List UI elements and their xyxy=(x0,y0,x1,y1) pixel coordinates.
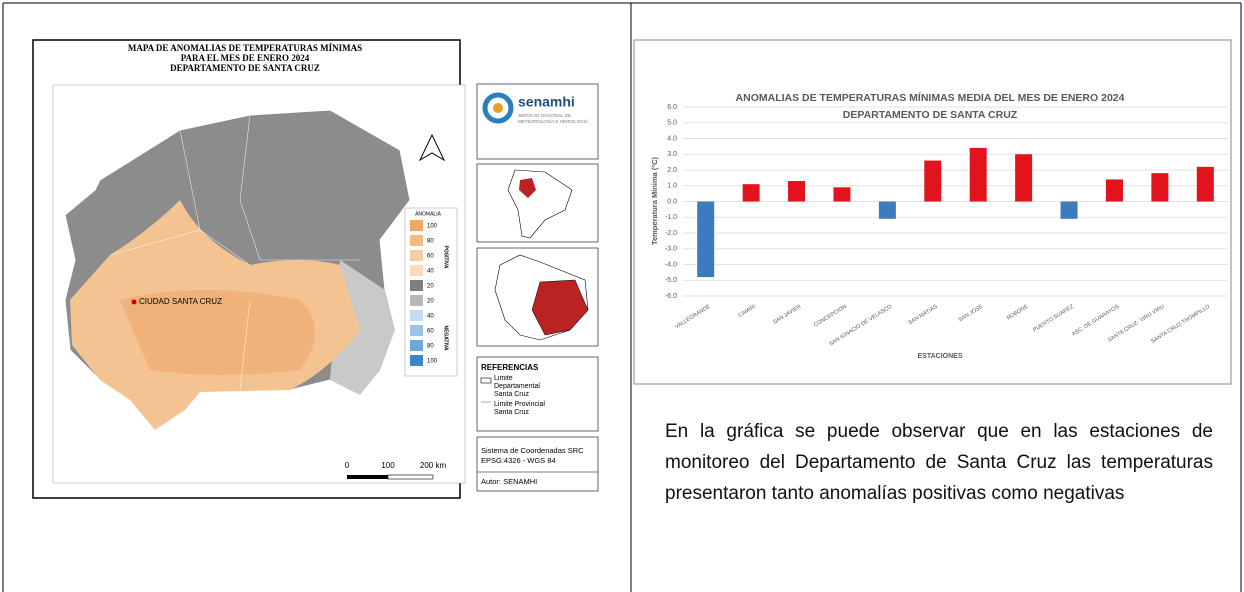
legend-swatch xyxy=(410,295,423,306)
legend-label: 60 xyxy=(427,329,434,335)
legend-swatch xyxy=(410,235,423,246)
reference-item: Limite Departamental Santa Cruz xyxy=(494,375,540,398)
map-title: PARA EL MES DE ENERO 2024 xyxy=(181,53,310,63)
province-lines xyxy=(109,114,360,391)
legend-swatch xyxy=(410,325,423,336)
bar xyxy=(924,160,942,202)
y-tick-label: -3.0 xyxy=(665,246,677,253)
logo-subtitle: METEOROLOGÍA E HIDROLOGÍA xyxy=(518,118,588,124)
city-label: CIUDAD SANTA CRUZ xyxy=(139,297,222,306)
legend-positive: POSITIVA xyxy=(443,246,449,269)
legend-label: 80 xyxy=(427,344,434,350)
legend-swatch xyxy=(410,265,423,276)
chart-subtitle: DEPARTAMENTO DE SANTA CRUZ xyxy=(843,109,1018,121)
y-tick-label: -1.0 xyxy=(665,214,677,221)
legend-label: 100 xyxy=(427,359,438,365)
y-tick-label: -6.0 xyxy=(665,293,677,300)
legend-label: 80 xyxy=(427,239,434,245)
logo-subtitle: SERVICIO NACIONAL DE xyxy=(518,113,571,118)
legend-swatch xyxy=(410,340,423,351)
legend-label: 60 xyxy=(427,254,434,260)
scale-label: 200 km xyxy=(420,461,447,470)
y-tick-label: -5.0 xyxy=(665,277,677,284)
y-tick-label: 5.0 xyxy=(667,120,677,127)
legend-title: ANOMALIA xyxy=(415,211,442,217)
references-panel xyxy=(476,356,599,432)
y-tick-label: -2.0 xyxy=(665,230,677,237)
legend-negative: NEGATIVA xyxy=(443,325,449,350)
bar xyxy=(697,201,715,278)
crs-text: Sistema de Coordenadas SRC xyxy=(481,446,584,455)
legend-label: 100 xyxy=(427,224,438,230)
logo-icon xyxy=(493,103,503,113)
author: Autor: SENAMHI xyxy=(481,477,537,486)
positive-core xyxy=(120,290,315,375)
bar xyxy=(1015,154,1033,202)
y-tick-label: 0.0 xyxy=(667,198,677,205)
reference-symbol xyxy=(480,377,492,384)
legend-label: 20 xyxy=(427,284,434,290)
crs-panel xyxy=(476,436,599,492)
legend-swatch xyxy=(410,310,423,321)
references-title: REFERENCIAS xyxy=(481,363,539,372)
x-axis-label: ESTACIONES xyxy=(918,353,963,360)
bar xyxy=(1196,166,1214,202)
bar xyxy=(878,201,896,219)
bar xyxy=(1105,179,1123,202)
scale-label: 0 xyxy=(345,461,350,470)
bar xyxy=(833,187,851,202)
references-text: Limite Departamental Santa Cruz Limite P… xyxy=(494,375,545,416)
scale-bar xyxy=(387,474,434,480)
reference-item: Limite Provincial Santa Cruz xyxy=(494,401,545,416)
y-axis-label: Temperatura Mínima (ºC) xyxy=(650,156,659,245)
legend-label: 40 xyxy=(427,269,434,275)
crs-text: EPSG:4326 - WGS 84 xyxy=(481,456,556,465)
bar xyxy=(742,184,760,202)
map-title: DEPARTAMENTO DE SANTA CRUZ xyxy=(170,63,320,73)
highlight-region xyxy=(519,178,536,198)
legend-swatch xyxy=(410,220,423,231)
legend-swatch xyxy=(410,280,423,291)
north-arrow xyxy=(418,133,446,162)
scale-bar xyxy=(347,475,388,479)
legend-label: 20 xyxy=(427,299,434,305)
bar xyxy=(1060,201,1078,219)
bar xyxy=(969,147,987,202)
y-tick-label: 2.0 xyxy=(667,167,677,174)
highlight-region xyxy=(531,279,589,336)
paragraph: En la gráfica se puede observar que en l… xyxy=(665,421,1213,504)
legend-label: 40 xyxy=(427,314,434,320)
logo-icon xyxy=(482,92,514,124)
map-title: MAPA DE ANOMALIAS DE TEMPERATURAS MÍNIMA… xyxy=(128,43,362,53)
y-tick-label: 1.0 xyxy=(667,183,677,190)
y-tick-label: 4.0 xyxy=(667,135,677,142)
legend-swatch xyxy=(410,355,423,366)
chart-title: ANOMALIAS DE TEMPERATURAS MÍNIMAS MEDIA … xyxy=(736,91,1125,104)
y-tick-label: -4.0 xyxy=(665,261,677,268)
bar xyxy=(788,181,806,202)
y-tick-label: 3.0 xyxy=(667,151,677,158)
city-marker xyxy=(131,299,137,305)
chart-frame xyxy=(633,39,1232,385)
y-tick-label: 6.0 xyxy=(667,104,677,111)
scale-label: 100 xyxy=(381,461,395,470)
bar xyxy=(1151,173,1169,202)
legend-swatch xyxy=(410,250,423,261)
logo-name: senamhi xyxy=(518,94,575,110)
